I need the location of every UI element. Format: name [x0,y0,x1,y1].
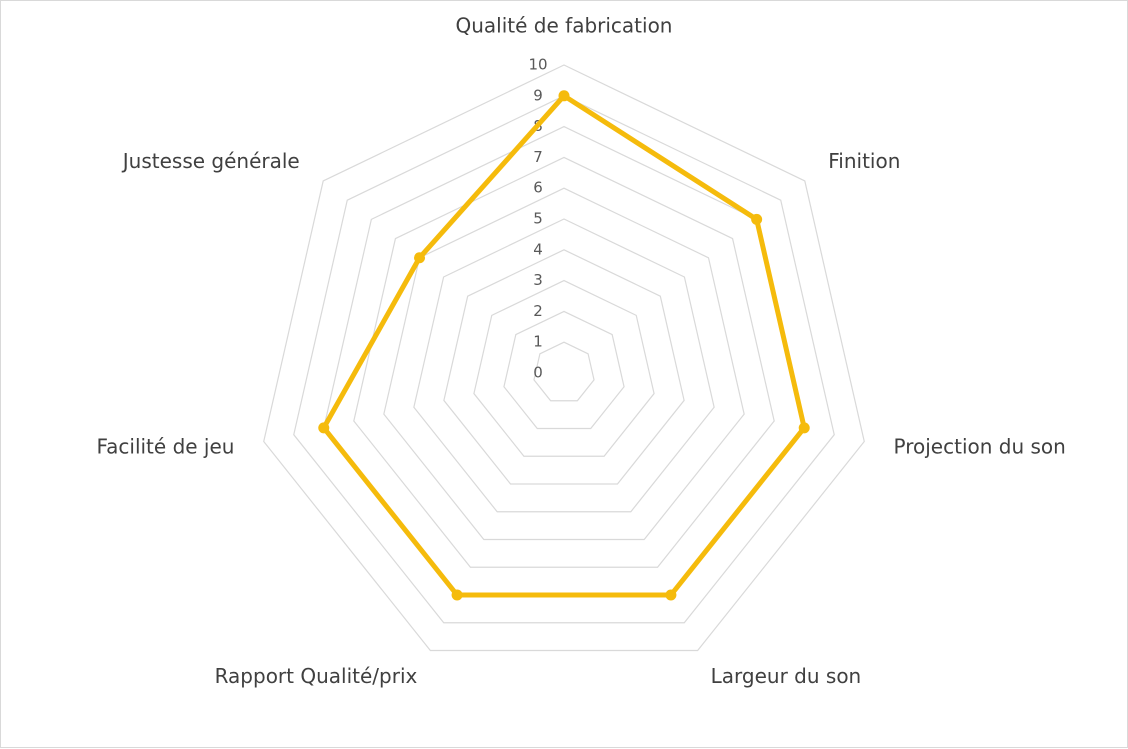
grid-ring-2 [503,310,625,430]
data-point-4 [451,589,463,601]
grid-ring-5 [413,218,715,513]
category-label-2: Projection du son [894,435,1066,459]
category-labels: Qualité de fabrication Finition Projection… [96,14,1065,689]
grid [263,64,865,652]
tick-label-9: 9 [533,86,543,104]
tick-label-6: 6 [533,179,543,197]
tick-label-3: 3 [533,271,543,289]
data-point-0 [558,90,570,102]
category-label-0: Qualité de fabrication [456,14,673,38]
category-label-3: Largeur du son [711,664,862,688]
tick-label-4: 4 [533,240,543,258]
series-layer [318,90,810,601]
tick-label-7: 7 [533,148,543,166]
tick-label-1: 1 [533,333,543,351]
category-label-5: Facilité de jeu [96,435,234,459]
category-label-6: Justesse générale [121,149,300,173]
data-point-5 [318,422,330,434]
grid-ring-6 [383,187,745,541]
data-point-2 [798,422,810,434]
data-point-3 [665,589,677,601]
tick-label-0: 0 [533,364,543,382]
category-label-4: Rapport Qualité/prix [215,664,418,688]
tick-label-10: 10 [528,56,547,74]
series-line-0 [321,93,807,598]
data-point-6 [414,252,426,264]
data-point-1 [751,213,763,225]
tick-label-2: 2 [533,302,543,320]
grid-ring-10 [263,64,865,652]
grid-ring-9 [293,95,835,624]
grid-ring-1 [533,341,595,402]
category-label-1: Finition [828,149,900,173]
grid-ring-3 [473,279,655,457]
tick-label-5: 5 [533,210,543,228]
grid-ring-4 [443,249,685,485]
grid-ring-7 [353,156,775,568]
